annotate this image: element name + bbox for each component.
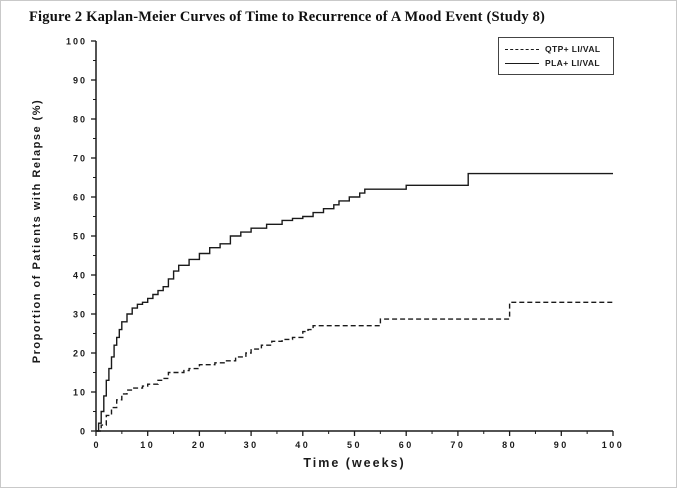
- x-tick-label: 0: [93, 440, 98, 450]
- x-tick-label: 90: [554, 440, 569, 450]
- x-tick-label: 20: [192, 440, 207, 450]
- x-tick-label: 80: [502, 440, 517, 450]
- x-tick-label: 10: [140, 440, 155, 450]
- y-tick-label: 70: [73, 154, 87, 164]
- x-tick-label: 100: [602, 440, 625, 450]
- y-tick-label: 90: [73, 76, 87, 86]
- y-axis-label: Proportion of Patients with Relapse (%): [31, 98, 43, 364]
- y-tick-label: 30: [73, 310, 87, 320]
- figure-title: Figure 2 Kaplan-Meier Curves of Time to …: [29, 9, 546, 25]
- x-tick-label: 60: [399, 440, 414, 450]
- x-tick-label: 40: [295, 440, 310, 450]
- km-curve-pla: [96, 172, 613, 432]
- legend-item-pla: PLA+ LI/VAL: [505, 56, 607, 70]
- y-tick-label: 0: [80, 427, 87, 437]
- legend-item-qtp: QTP+ LI/VAL: [505, 42, 607, 56]
- y-tick-label: 80: [73, 115, 87, 125]
- y-tick-label: 40: [73, 271, 87, 281]
- legend-label-qtp: QTP+ LI/VAL: [545, 44, 601, 54]
- y-tick-label: 60: [73, 193, 87, 203]
- y-tick-label: 50: [73, 232, 87, 242]
- legend: QTP+ LI/VAL PLA+ LI/VAL: [498, 37, 614, 75]
- solid-line-sample: [505, 62, 539, 64]
- x-axis-label: Time (weeks): [303, 456, 406, 470]
- legend-label-pla: PLA+ LI/VAL: [545, 58, 601, 68]
- x-tick-label: 70: [450, 440, 465, 450]
- y-tick-label: 100: [66, 37, 87, 47]
- y-tick-label: 20: [73, 349, 87, 359]
- y-tick-label: 10: [73, 388, 87, 398]
- dashed-line-sample: [505, 48, 539, 50]
- x-tick-label: 30: [244, 440, 259, 450]
- km-curve-qtp: [96, 301, 613, 432]
- x-tick-label: 50: [347, 440, 362, 450]
